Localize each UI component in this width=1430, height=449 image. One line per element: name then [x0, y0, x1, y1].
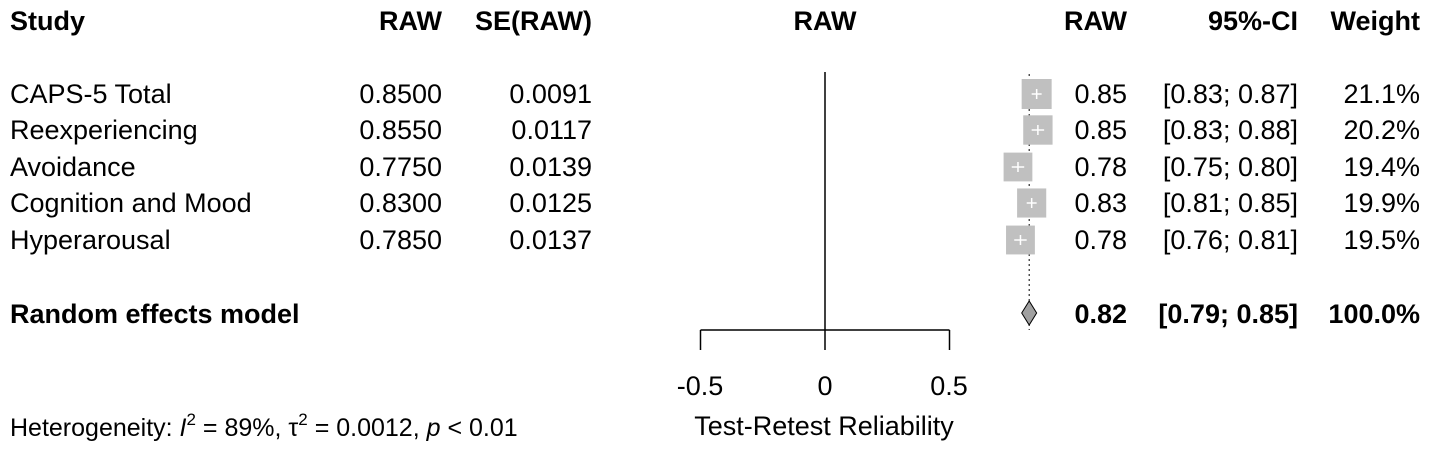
study-row: Reexperiencing 0.8550 0.0117 0.85 [0.83;…	[10, 115, 1420, 145]
study-row: CAPS-5 Total 0.8500 0.0091 0.85 [0.83; 0…	[10, 79, 1420, 109]
plot-marks	[699, 72, 1053, 350]
header-study: Study	[10, 6, 85, 36]
pooled-weight-label: 100.0%	[1328, 299, 1420, 329]
x-tick-label: 0.5	[930, 371, 968, 401]
study-name: Reexperiencing	[10, 115, 198, 145]
study-raw: 0.7850	[359, 225, 442, 255]
study-se: 0.0091	[509, 79, 592, 109]
study-row: Hyperarousal 0.7850 0.0137 0.78 [0.76; 0…	[10, 225, 1420, 255]
study-est-label: 0.78	[1074, 225, 1127, 255]
study-raw: 0.8550	[359, 115, 442, 145]
x-tick-label: 0	[817, 371, 832, 401]
study-est-label: 0.85	[1074, 115, 1127, 145]
study-raw: 0.8300	[359, 188, 442, 218]
study-se: 0.0125	[509, 188, 592, 218]
study-weight-label: 20.2%	[1343, 115, 1420, 145]
pooled-est-label: 0.82	[1074, 299, 1127, 329]
study-row: Cognition and Mood 0.8300 0.0125 0.83 [0…	[10, 188, 1420, 218]
x-axis-label: Test-Retest Reliability	[694, 411, 954, 441]
study-est-label: 0.85	[1074, 79, 1127, 109]
header-raw-right: RAW	[1064, 6, 1128, 36]
study-name: Hyperarousal	[10, 225, 171, 255]
x-tick-label: -0.5	[677, 371, 724, 401]
study-raw: 0.7750	[359, 152, 442, 182]
header-raw: RAW	[379, 6, 443, 36]
header-plot-raw: RAW	[794, 6, 858, 36]
study-est-label: 0.78	[1074, 152, 1127, 182]
header-weight: Weight	[1331, 6, 1421, 36]
study-ci-label: [0.83; 0.87]	[1163, 79, 1298, 109]
pooled-row: Random effects model 0.82 [0.79; 0.85] 1…	[10, 299, 1420, 329]
heterogeneity-text: Heterogeneity: I2 = 89%, τ2 = 0.0012, p …	[10, 410, 518, 442]
study-row: Avoidance 0.7750 0.0139 0.78 [0.75; 0.80…	[10, 152, 1420, 182]
study-ci-label: [0.76; 0.81]	[1163, 225, 1298, 255]
study-weight-label: 19.4%	[1343, 152, 1420, 182]
pooled-name: Random effects model	[10, 299, 300, 329]
pooled-ci-label: [0.79; 0.85]	[1158, 299, 1298, 329]
study-est-label: 0.83	[1074, 188, 1127, 218]
study-weight-label: 19.5%	[1343, 225, 1420, 255]
study-name: Avoidance	[10, 152, 136, 182]
study-se: 0.0117	[511, 115, 592, 145]
study-name: CAPS-5 Total	[10, 79, 172, 109]
study-weight-label: 19.9%	[1343, 188, 1420, 218]
study-raw: 0.8500	[359, 79, 442, 109]
study-ci-label: [0.75; 0.80]	[1163, 152, 1298, 182]
study-se: 0.0137	[509, 225, 592, 255]
header-se-raw: SE(RAW)	[475, 6, 592, 36]
study-ci-label: [0.83; 0.88]	[1163, 115, 1298, 145]
study-se: 0.0139	[509, 152, 592, 182]
study-name: Cognition and Mood	[10, 188, 252, 218]
header-ci: 95%-CI	[1208, 6, 1298, 36]
study-weight-label: 21.1%	[1343, 79, 1420, 109]
pooled-diamond	[1021, 300, 1038, 326]
study-ci-label: [0.81; 0.85]	[1163, 188, 1298, 218]
